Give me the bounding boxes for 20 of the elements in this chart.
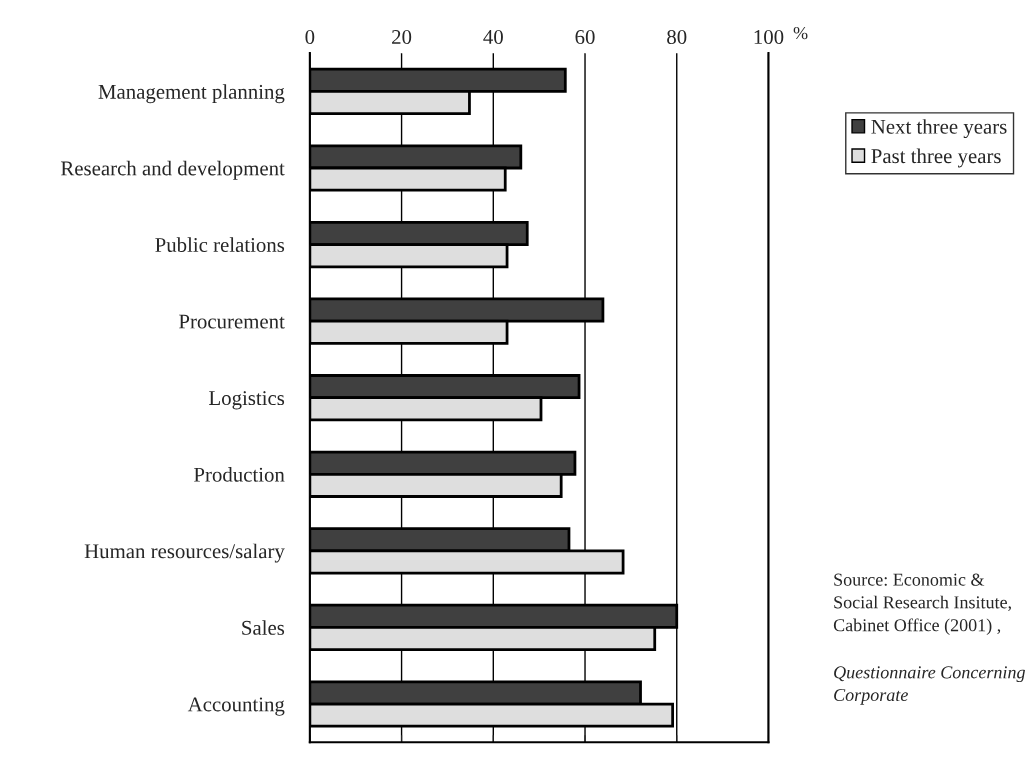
y-tick-label: Procurement	[179, 314, 285, 329]
legend-label: Past three years	[871, 148, 1001, 168]
y-tick-label: Production	[194, 467, 285, 482]
x-axis-title: %	[793, 26, 808, 40]
y-tick-label: Human resources/salary	[84, 543, 285, 563]
x-tick-label: 20	[392, 29, 412, 45]
y-tick-label: Management planning	[98, 84, 285, 104]
source-note: Source: Economic & Social Research Insitute, Cabinet Office (2001) ,	[833, 573, 1011, 635]
x-tick-label: 40	[483, 29, 503, 45]
y-tick-label: Logistics	[209, 391, 285, 410]
text: Questionnaire Concerning Corporate	[834, 666, 1025, 705]
x-tick-label: 60	[575, 29, 595, 45]
legend-label: Next three years	[871, 119, 1007, 139]
y-tick-label: Public relations	[155, 237, 285, 252]
y-tick-label: Accounting	[187, 697, 285, 716]
y-tick-label: Sales	[242, 620, 285, 635]
x-tick-label: 0	[305, 29, 315, 45]
y-tick-label: Research and development	[60, 160, 285, 180]
x-tick-label: 100	[754, 29, 784, 45]
x-tick-label: 80	[667, 29, 687, 45]
